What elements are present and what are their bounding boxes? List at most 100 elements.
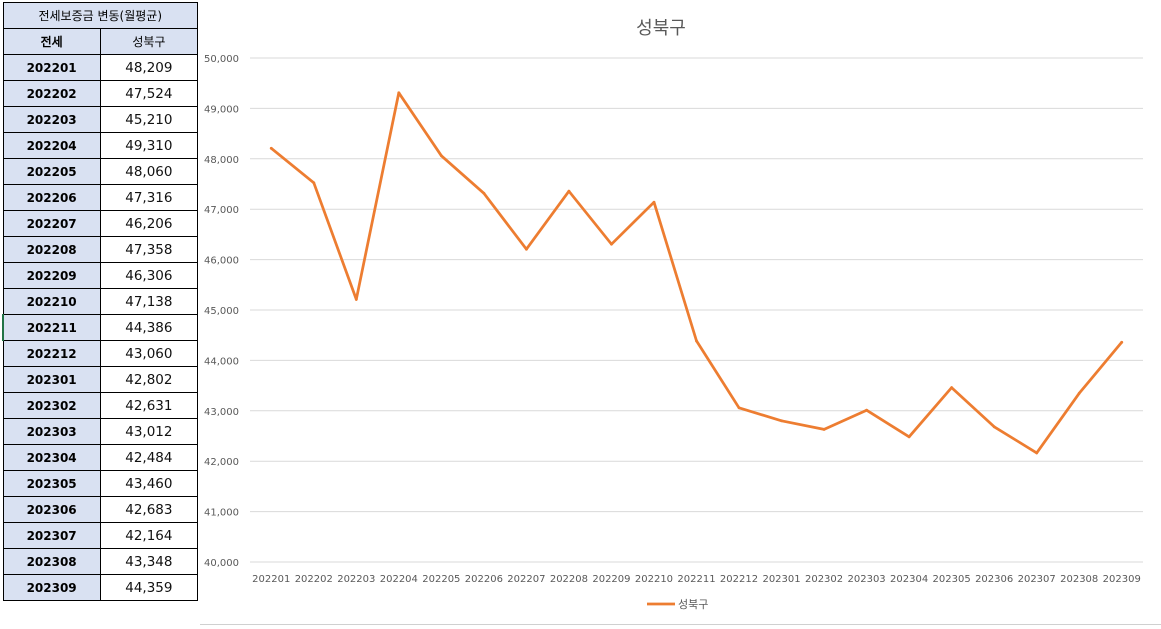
table-row: 202211 44,386 [1, 314, 199, 341]
y-tick-label: 41,000 [204, 508, 239, 519]
value-cell[interactable]: 42,484 [99, 444, 199, 471]
value-cell[interactable]: 44,386 [99, 314, 199, 341]
y-tick-label: 46,000 [204, 256, 239, 267]
x-tick-label: 202306 [975, 574, 1013, 585]
value-cell[interactable]: 42,683 [99, 496, 199, 523]
month-cell[interactable]: 202201 [2, 54, 101, 81]
month-cell[interactable]: 202203 [2, 106, 101, 133]
x-tick-label: 202207 [507, 574, 545, 585]
x-tick-label: 202211 [677, 574, 715, 585]
data-point [780, 419, 783, 423]
x-tick-label: 202210 [635, 574, 673, 585]
table-row: 202208 47,358 [2, 236, 199, 263]
table-row: 202207 46,206 [2, 210, 199, 237]
value-cell[interactable]: 48,209 [99, 54, 199, 81]
x-tick-label: 202209 [592, 574, 630, 585]
data-point [737, 406, 741, 410]
month-cell[interactable]: 202306 [2, 496, 101, 523]
data-point [822, 427, 826, 431]
x-tick-label: 202208 [550, 574, 588, 585]
value-cell[interactable]: 49,310 [99, 132, 199, 159]
data-point [695, 339, 698, 343]
month-cell[interactable]: 202308 [2, 548, 101, 575]
month-cell[interactable]: 202304 [2, 444, 101, 471]
table-row: 202306 42,683 [2, 496, 199, 523]
data-point [269, 146, 273, 150]
x-tick-label: 202304 [890, 574, 928, 585]
data-point [652, 200, 656, 204]
value-cell[interactable]: 43,348 [99, 548, 199, 575]
y-tick-label: 47,000 [204, 205, 239, 216]
x-tick-label: 202212 [720, 574, 758, 585]
value-cell[interactable]: 43,012 [99, 418, 199, 445]
month-cell[interactable]: 202212 [2, 340, 101, 367]
month-cell[interactable]: 202303 [2, 418, 101, 445]
x-tick-label: 202308 [1060, 574, 1098, 585]
y-tick-label: 42,000 [204, 457, 239, 468]
value-cell[interactable]: 47,316 [99, 184, 199, 211]
table-row: 202309 44,359 [2, 574, 199, 601]
data-point [312, 181, 316, 185]
value-cell[interactable]: 43,060 [99, 340, 199, 367]
month-cell[interactable]: 202307 [2, 522, 101, 549]
x-tick-label: 202202 [295, 574, 333, 585]
y-tick-label: 44,000 [204, 356, 239, 367]
value-cell[interactable]: 42,802 [99, 366, 199, 393]
data-point [992, 425, 996, 429]
value-cell[interactable]: 45,210 [99, 106, 199, 133]
y-tick-label: 48,000 [204, 155, 239, 166]
data-point [907, 435, 911, 439]
table-row: 202304 42,484 [2, 444, 199, 471]
month-cell[interactable]: 202204 [2, 132, 101, 159]
data-point [525, 247, 528, 251]
value-cell[interactable]: 46,306 [99, 262, 199, 289]
data-table: 전세보증금 변동(월평균) 전세 성북구 202201 48,209 202202 4… [1, 2, 199, 601]
month-cell[interactable]: 202207 [2, 210, 101, 237]
value-cell[interactable]: 47,358 [99, 236, 199, 263]
value-cell[interactable]: 48,060 [99, 158, 199, 185]
x-tick-label: 202201 [252, 574, 290, 585]
value-cell[interactable]: 46,206 [99, 210, 199, 237]
line-chart[interactable]: 성북구 40,000 41,000 42,000 43,000 44,000 45,000 4… [200, 0, 1161, 624]
data-point [610, 242, 613, 246]
chart-title: 성북구 [636, 18, 686, 39]
month-cell[interactable]: 202206 [2, 184, 101, 211]
value-cell[interactable]: 44,359 [99, 574, 199, 601]
month-cell[interactable]: 202210 [2, 288, 101, 315]
month-cell[interactable]: 202202 [2, 80, 101, 107]
header-jeonse[interactable]: 전세 [2, 28, 101, 55]
value-cell[interactable]: 42,631 [99, 392, 199, 419]
y-tick-label: 49,000 [204, 104, 239, 115]
month-cell[interactable]: 202209 [2, 262, 101, 289]
month-cell[interactable]: 202309 [2, 574, 101, 601]
month-cell[interactable]: 202301 [2, 366, 101, 393]
value-cell[interactable]: 43,460 [99, 470, 199, 497]
x-tick-label: 202301 [762, 574, 800, 585]
table-row: 202307 42,164 [2, 522, 199, 549]
data-point [1120, 340, 1124, 344]
x-tick-label: 202307 [1018, 574, 1056, 585]
data-point [950, 386, 954, 390]
legend-label: 성북구 [678, 598, 708, 611]
table-row: 202301 42,802 [2, 366, 199, 393]
chart-area[interactable]: 성북구 40,000 41,000 42,000 43,000 44,000 45,000 4… [200, 0, 1161, 628]
month-cell[interactable]: 202205 [2, 158, 101, 185]
table-title[interactable]: 전세보증금 변동(월평균) [2, 2, 198, 29]
table-row: 202205 48,060 [2, 158, 199, 185]
month-cell[interactable]: 202302 [2, 392, 101, 419]
data-point [397, 91, 401, 95]
sheet-gridline [200, 624, 1161, 629]
data-point [1077, 391, 1081, 395]
table-row: 202305 43,460 [2, 470, 199, 497]
header-region[interactable]: 성북구 [99, 28, 199, 55]
table-row: 202206 47,316 [2, 184, 199, 211]
value-cell[interactable]: 47,524 [99, 80, 199, 107]
table-title-row: 전세보증금 변동(월평균) [2, 2, 198, 29]
month-cell[interactable]: 202305 [2, 470, 101, 497]
value-cell[interactable]: 47,138 [99, 288, 199, 315]
table-row: 202303 43,012 [2, 418, 199, 445]
table-row: 202209 46,306 [2, 262, 199, 289]
month-cell[interactable]: 202211 [1, 314, 101, 341]
month-cell[interactable]: 202208 [2, 236, 101, 263]
value-cell[interactable]: 42,164 [99, 522, 199, 549]
